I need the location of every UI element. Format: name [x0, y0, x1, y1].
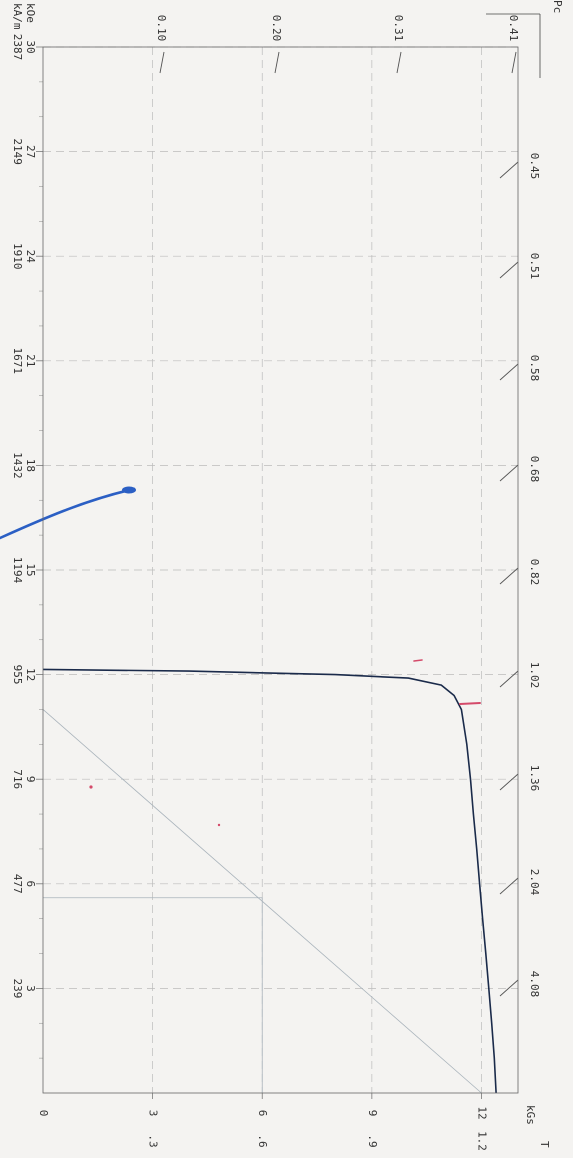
blue-pen-blot [122, 486, 136, 494]
h-tick-label-kam: 477 [11, 874, 24, 894]
pc-tick-top [159, 51, 165, 74]
labels-layer: 3023872721492419102116711814321511941295… [11, 15, 541, 1151]
pc-ticks-layer [159, 51, 519, 997]
h-unit-koe: kOe [24, 3, 37, 23]
h-tick-label-koe: 30 [24, 40, 37, 53]
pc-tick-right [499, 567, 519, 585]
b-unit-kgs: kGs [524, 1105, 537, 1125]
red-dot [217, 823, 221, 827]
b-tick-label-t: .6 [256, 1134, 269, 1147]
b-tick-label-kgs: 3 [147, 1110, 160, 1117]
b-unit-t: T [538, 1141, 551, 1148]
h-tick-label-kam: 2149 [11, 138, 24, 165]
h-tick-label-kam: 1671 [11, 348, 24, 375]
h-tick-label-koe: 18 [24, 459, 37, 472]
b-tick-label-kgs: 6 [256, 1110, 269, 1117]
h-tick-label-koe: 24 [24, 250, 37, 264]
h-tick-label-kam: 1432 [11, 452, 24, 479]
h-tick-label-koe: 12 [24, 668, 37, 681]
pc-tick-label-top: 0.31 [392, 15, 405, 42]
pc-tick-right [499, 877, 519, 895]
h-tick-label-kam: 239 [11, 978, 24, 998]
h-tick-label-koe: 21 [24, 354, 37, 367]
h-tick-label-koe: 9 [24, 776, 37, 783]
pc-tick-label-right: 0.58 [528, 355, 541, 382]
pc-tick-label-right: 0.68 [528, 456, 541, 483]
pc-tick-label-top: 0.41 [507, 15, 520, 42]
h-tick-label-kam: 2387 [11, 34, 24, 61]
h-tick-label-kam: 716 [11, 769, 24, 789]
demagnetization-curve [42, 668, 497, 1094]
h-tick-label-koe: 3 [24, 985, 37, 992]
pc-tick-label-top: 0.20 [270, 15, 283, 42]
plot-frame [42, 46, 519, 1094]
grid-layer [36, 46, 518, 1099]
pc-tick-right [499, 670, 519, 688]
pc-tick-right [499, 773, 519, 791]
b-tick-label-t: .9 [366, 1134, 379, 1147]
pc-tick-label-right: 0.45 [528, 153, 541, 180]
pc-tick-label-right: 0.82 [528, 559, 541, 586]
pc-tick-label-right: 0.51 [528, 253, 541, 280]
b-tick-label-kgs: 12 [475, 1106, 488, 1119]
b-tick-label-kgs: 9 [366, 1110, 379, 1117]
pc-tick-right [499, 261, 519, 279]
pc-tick-top [396, 51, 402, 74]
pc-tick-right [499, 979, 519, 997]
curves-layer [42, 668, 497, 1094]
pc-tick-label-right: 1.36 [528, 765, 541, 792]
pc-tick-label-right: 1.02 [528, 662, 541, 689]
marks-layer [0, 486, 481, 827]
pc-tick-top [274, 51, 280, 74]
b-tick-label-t: .3 [147, 1134, 160, 1147]
h-tick-label-kam: 1910 [11, 243, 24, 270]
pc-axis-label: Pc [551, 0, 564, 13]
h-tick-label-kam: 955 [11, 665, 24, 685]
h-tick-label-koe: 6 [24, 880, 37, 887]
pc-tick-right [499, 161, 519, 179]
red-mark [413, 659, 423, 662]
b-tick-label-t: 1.2 [475, 1131, 488, 1151]
pc-tick-label-right: 2.04 [528, 869, 541, 896]
pc-tick-right [499, 464, 519, 482]
h-tick-label-koe: 27 [24, 145, 37, 158]
blue-pen-stroke [0, 487, 136, 540]
h-tick-label-kam: 1194 [11, 557, 24, 584]
reference-lines-layer [42, 709, 482, 1094]
pc-tick-right [499, 363, 519, 381]
red-dot [89, 785, 93, 789]
h-tick-label-koe: 15 [24, 563, 37, 576]
pc-tick-label-top: 0.10 [155, 15, 168, 42]
pc-tick-top [511, 51, 517, 74]
h-unit-kam: kA/m [11, 3, 24, 30]
pc-tick-label-right: 4.08 [528, 971, 541, 998]
b-tick-label-kgs: 0 [37, 1110, 50, 1117]
red-mark [459, 702, 481, 705]
bh-rectangle [43, 897, 263, 1093]
